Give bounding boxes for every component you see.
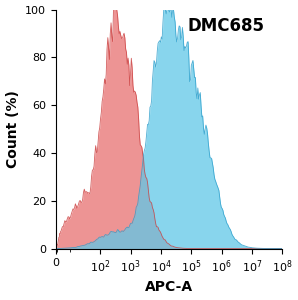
Y-axis label: Count (%): Count (%) xyxy=(6,90,20,168)
X-axis label: APC-A: APC-A xyxy=(145,280,193,294)
Text: DMC685: DMC685 xyxy=(187,17,264,35)
